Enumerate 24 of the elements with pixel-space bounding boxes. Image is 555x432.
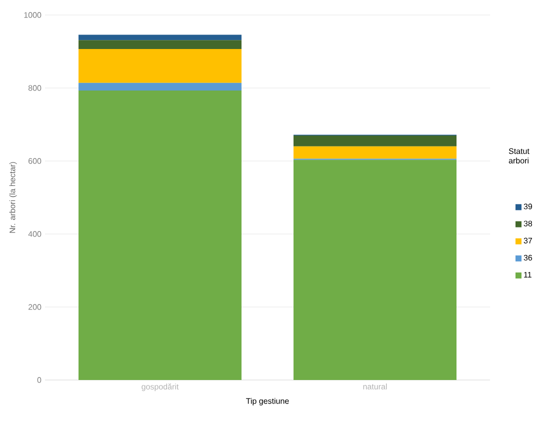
y-tick-label: 400 [28,231,42,237]
legend-label: 39 [524,204,532,210]
y-axis-title: Nr. arbori (la hectar) [9,162,17,233]
x-axis-title: Tip gestiune [246,398,289,406]
bar [294,160,457,380]
legend-label: 38 [524,220,532,226]
bar [78,40,242,49]
bar [294,146,457,159]
y-tick-label: 200 [28,304,42,310]
bar [78,34,242,40]
y-tick-label: 600 [28,158,42,164]
x-tick-label: natural [363,384,387,390]
bar [78,82,242,91]
legend-label: 37 [524,238,532,244]
bar [78,48,242,83]
legend-label: 11 [524,272,532,278]
legend-title: Statut arbori [508,148,530,164]
y-tick-label: 800 [28,85,42,91]
bar [294,135,457,146]
y-tick-label: 0 [37,377,42,383]
bar [78,90,242,380]
legend-label: 36 [524,254,532,261]
y-tick-label: 1000 [24,12,42,18]
x-tick-label: gospodărit [142,384,179,392]
